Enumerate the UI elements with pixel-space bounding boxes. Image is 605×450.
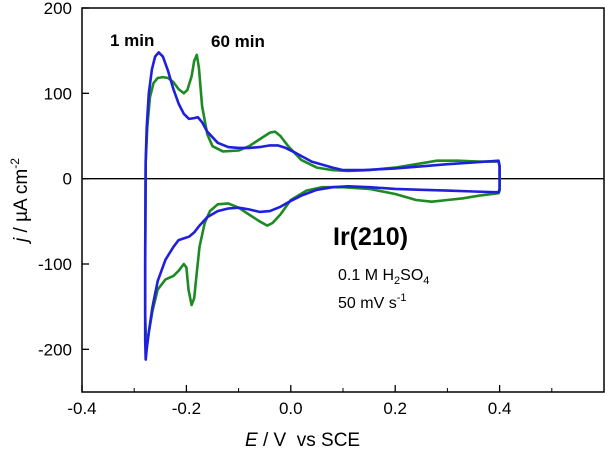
- y-tick-label: -200: [38, 340, 72, 359]
- series-line-60min: [143, 53, 501, 351]
- x-axis-title: E / V vs SCE: [245, 430, 360, 450]
- x-tick-label: 0.0: [279, 399, 303, 418]
- y-ticks: -200 -100 0 100 200: [38, 0, 89, 359]
- series-group: [143, 51, 501, 361]
- series-label-1min: 1 min: [110, 31, 154, 50]
- scan-rate-label: 50 mV s-1: [338, 292, 406, 312]
- electrolyte-label: 0.1 M H2SO4: [338, 267, 429, 287]
- y-tick-label: 0: [63, 170, 72, 189]
- x-tick-label: -0.4: [67, 399, 96, 418]
- series-line-1min: [143, 51, 501, 361]
- x-tick-label: 0.2: [383, 399, 407, 418]
- sample-label: Ir(210): [333, 223, 408, 251]
- plot-frame: [81, 7, 605, 393]
- x-tick-label: 0.4: [488, 399, 512, 418]
- plot-area: -0.4 -0.2 0.0 0.2 0.4 -200 -100 0 100 200: [38, 0, 605, 418]
- x-tick-label: -0.2: [172, 399, 201, 418]
- y-tick-label: -100: [38, 255, 72, 274]
- y-axis-title: j / µA cm-2: [8, 158, 32, 245]
- y-tick-label: 200: [44, 0, 72, 18]
- series-label-60min: 60 min: [211, 32, 265, 51]
- x-ticks: -0.4 -0.2 0.0 0.2 0.4: [67, 385, 553, 418]
- y-tick-label: 100: [44, 84, 72, 103]
